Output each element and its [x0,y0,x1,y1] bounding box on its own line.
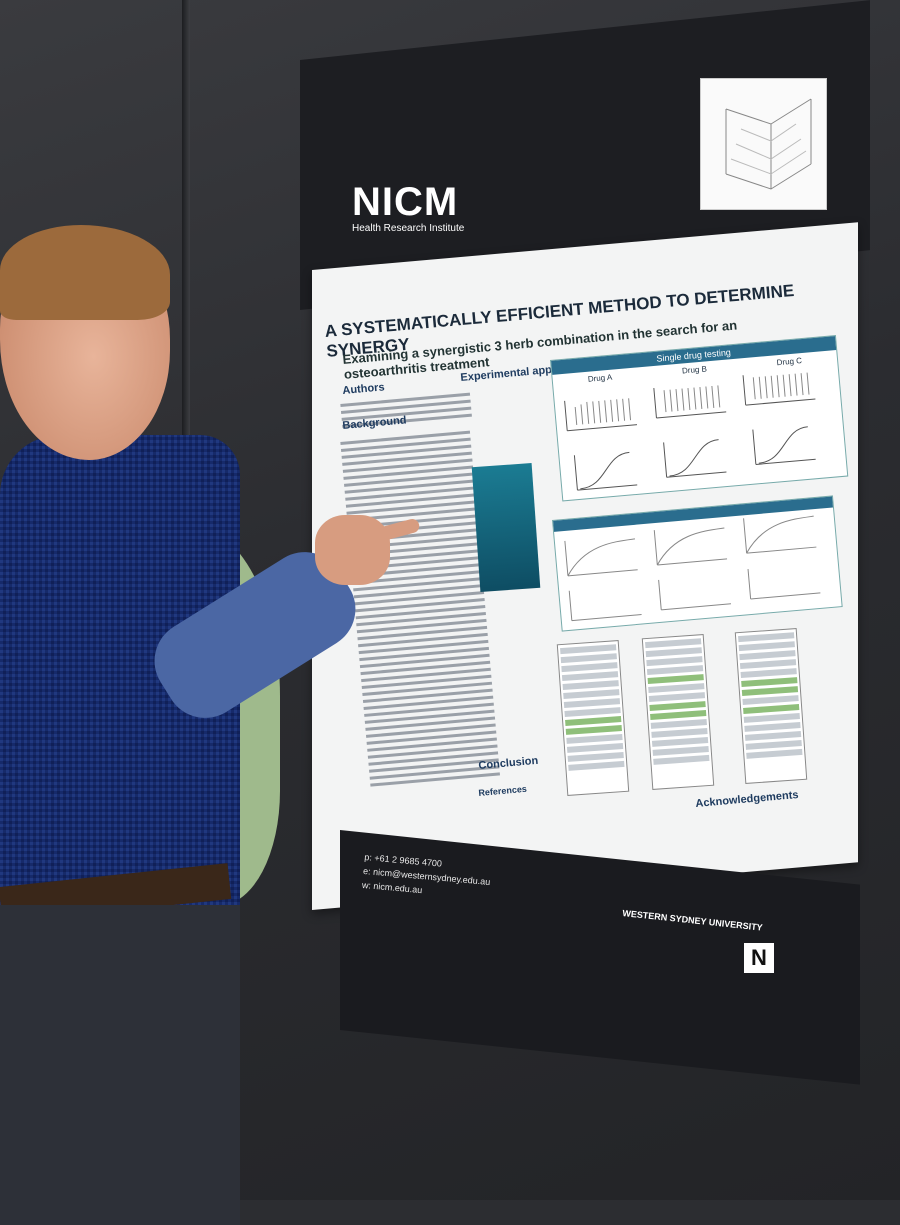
combination-table [471,463,541,592]
results-table-3 [734,628,808,784]
logo-subtext: Health Research Institute [352,223,465,234]
combination-curves [564,515,821,622]
3d-plot-graphic [725,98,812,190]
single-drug-panel: Single drug testing Drug A Drug B Drug C [550,334,849,502]
man-hair [0,225,170,320]
results-table-1 [556,640,630,796]
logo-text: NICM [352,180,459,224]
results-table-2 [641,634,715,790]
man-pointing [0,225,421,1225]
man-hand [315,515,390,585]
nicm-logo: NICM Health Research Institute [352,180,464,234]
research-poster: NICM Health Research Institute A SYSTEMA… [300,0,870,1085]
3d-plot-card [700,78,827,210]
man-trousers [0,905,240,1225]
n-badge-logo: N [744,943,774,973]
dose-response-graphs [564,372,816,491]
combination-graphs-panel [552,495,843,632]
